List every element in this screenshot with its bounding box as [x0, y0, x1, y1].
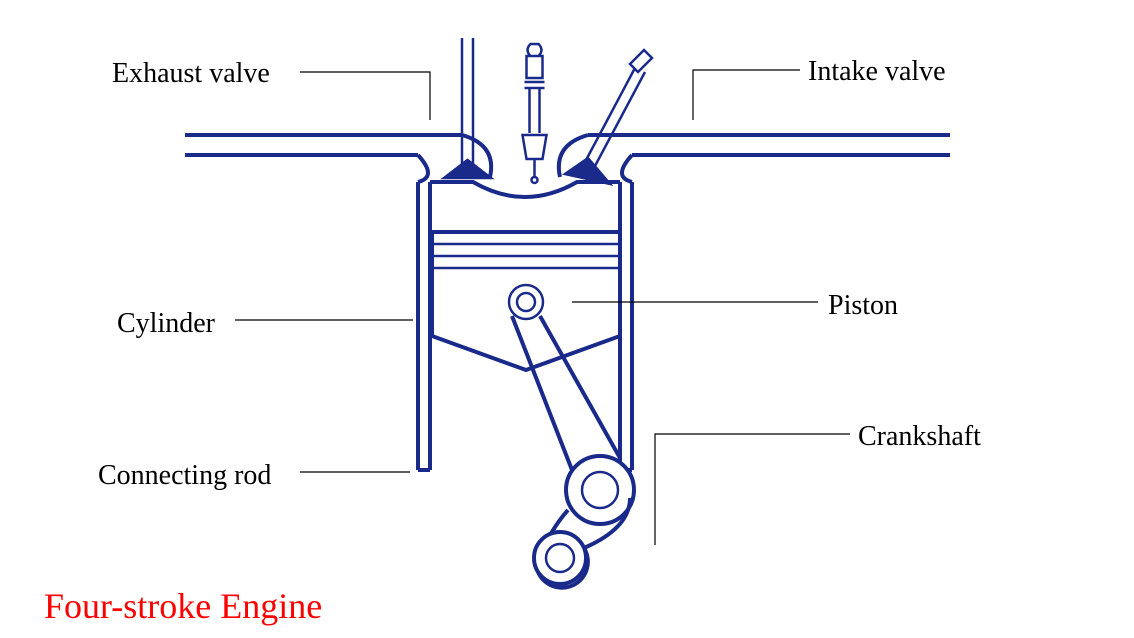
label-connecting-rod: Connecting rod [98, 460, 271, 492]
label-cylinder: Cylinder [117, 308, 215, 340]
label-intake-valve: Intake valve [808, 56, 946, 88]
label-piston: Piston [828, 290, 898, 322]
label-crankshaft: Crankshaft [858, 421, 981, 453]
diagram-title: Four-stroke Engine [44, 585, 322, 627]
label-exhaust-valve: Exhaust valve [112, 58, 270, 90]
